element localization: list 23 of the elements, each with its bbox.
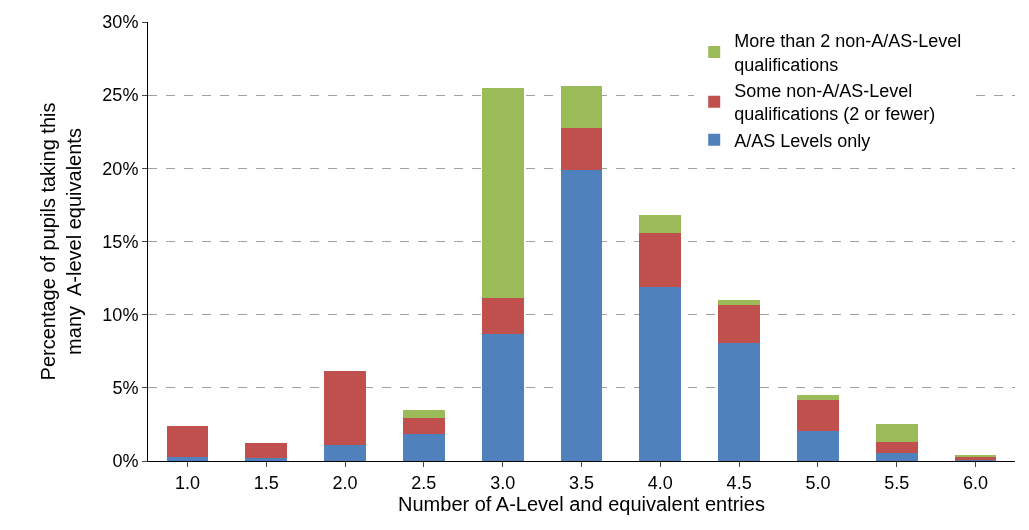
y-tick-label: 25% [102,85,139,106]
y-tick-label: 5% [112,378,139,399]
x-tick-label: 1.5 [253,472,279,493]
x-tick-label: 6.0 [963,472,989,493]
x-axis-title: Number of A-Level and equivalent entries [398,492,765,515]
legend-label: Some non-A/AS-Level qualifications (2 or fewer) [734,81,936,125]
x-tick-label: 3.5 [568,472,595,493]
y-tick-label: 30% [102,12,139,33]
x-tick-label: 1.0 [174,472,200,493]
x-tick-label: 5.0 [805,472,831,493]
x-tick-label: 5.5 [884,472,910,493]
x-tick-label: 2.5 [411,472,437,493]
x-tick-label: 4.0 [647,472,673,493]
y-tick-label: 20% [102,158,139,179]
y-axis-title: Percentage of pupils taking this many A-level equivalents [36,102,85,381]
y-tick-label: 0% [112,451,139,472]
x-tick-label: 4.5 [726,472,752,493]
legend-label: More than 2 non-A/AS-Level qualifications [734,31,962,75]
y-tick-label: 10% [102,304,139,325]
x-tick-label: 3.0 [490,472,516,493]
legend-label: A/AS Levels only [734,130,871,151]
x-tick-label: 2.0 [332,472,358,493]
y-tick-label: 15% [102,231,139,252]
